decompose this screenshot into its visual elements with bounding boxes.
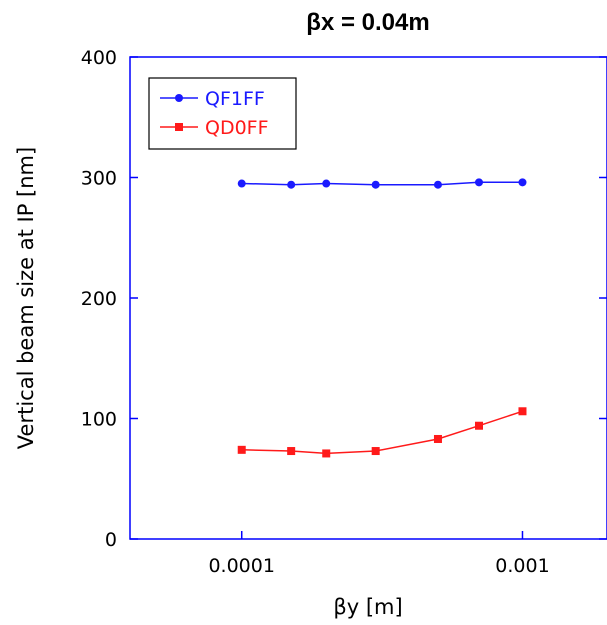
data-point-qd0ff [433,434,442,443]
legend: QF1FF QD0FF [148,77,297,150]
data-point-qd0ff [237,445,246,454]
data-point-qd0ff [287,447,296,456]
data-point-qd0ff [322,449,331,458]
chart-title: βx = 0.04m [306,9,429,36]
x-axis-ticks: 0.0001 0.001 [208,531,550,577]
y-tick-label: 300 [81,168,117,190]
data-point-qf1ff [474,178,483,187]
legend-marker-qd0ff [175,123,183,131]
legend-label-qd0ff: QD0FF [205,117,269,139]
data-point-qf1ff [518,178,527,187]
legend-box [148,77,297,150]
y-tick-label: 100 [81,409,117,431]
data-point-qd0ff [518,407,527,416]
x-axis-label: βy [m] [333,595,402,619]
data-point-qf1ff [237,179,246,188]
data-point-qd0ff [474,421,483,430]
y-axis-ticks: 0 100 200 300 400 [81,47,607,551]
series-line-qd0ff [241,410,523,455]
data-point-qf1ff [371,180,380,189]
data-point-qf1ff [433,180,442,189]
x-tick-label: 0.001 [495,555,549,577]
data-point-qf1ff [287,180,296,189]
y-axis-label: Vertical beam size at IP [nm] [14,147,38,449]
data-point-qf1ff [322,179,331,188]
x-tick-label: 0.0001 [208,555,274,577]
legend-label-qf1ff: QF1FF [205,88,265,110]
y-tick-label: 400 [81,47,117,69]
data-point-qd0ff [371,447,380,456]
y-tick-label: 0 [105,529,117,551]
legend-marker-qf1ff [175,94,183,102]
series-layer [237,178,527,458]
y-tick-label: 200 [81,288,117,310]
